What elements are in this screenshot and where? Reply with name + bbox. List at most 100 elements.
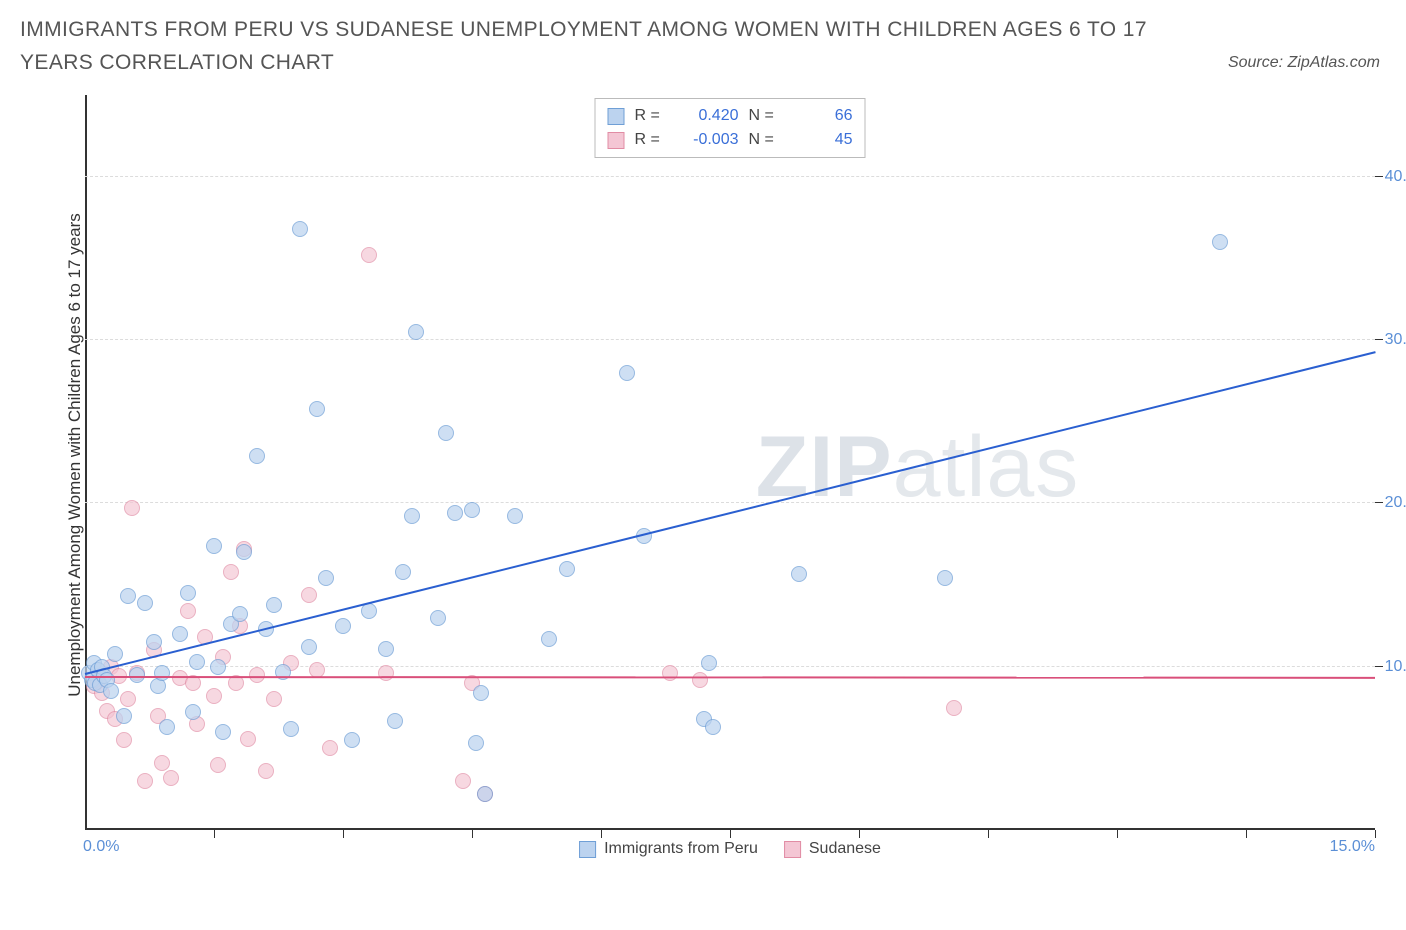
data-point: [232, 606, 248, 622]
y-axis-line: [85, 95, 87, 830]
data-point: [163, 770, 179, 786]
data-point: [180, 585, 196, 601]
n-label: N =: [749, 104, 783, 128]
data-point: [378, 641, 394, 657]
r-value: -0.003: [679, 128, 739, 152]
data-point: [266, 597, 282, 613]
r-label: R =: [635, 128, 669, 152]
y-tick-mark: [1375, 502, 1383, 503]
data-point: [309, 401, 325, 417]
data-point: [507, 508, 523, 524]
data-point: [791, 566, 807, 582]
data-point: [447, 505, 463, 521]
data-point: [172, 626, 188, 642]
source-prefix: Source:: [1228, 54, 1288, 71]
data-point: [103, 683, 119, 699]
data-point: [116, 732, 132, 748]
data-point: [430, 610, 446, 626]
data-point: [438, 425, 454, 441]
data-point: [335, 618, 351, 634]
data-point: [215, 724, 231, 740]
scatter-plot: ZIPatlas R = 0.420 N = 66 R = -0.003 N =…: [85, 95, 1375, 830]
data-point: [541, 631, 557, 647]
data-point: [318, 570, 334, 586]
swatch-sudanese: [608, 132, 625, 149]
data-point: [249, 448, 265, 464]
gridline: [85, 502, 1375, 503]
data-point: [154, 665, 170, 681]
x-tick-mark: [343, 830, 344, 838]
data-point: [468, 735, 484, 751]
data-point: [258, 763, 274, 779]
x-tick-mark: [1246, 830, 1247, 838]
data-point: [301, 587, 317, 603]
legend-row-peru: R = 0.420 N = 66: [608, 104, 853, 128]
data-point: [559, 561, 575, 577]
chart-title: IMMIGRANTS FROM PERU VS SUDANESE UNEMPLO…: [20, 14, 1170, 79]
trend-line: [85, 351, 1375, 675]
data-point: [322, 740, 338, 756]
data-point: [705, 719, 721, 735]
data-point: [477, 786, 493, 802]
data-point: [124, 500, 140, 516]
y-axis-label-container: Unemployment Among Women with Children A…: [55, 95, 85, 830]
data-point: [619, 365, 635, 381]
data-point: [266, 691, 282, 707]
data-point: [937, 570, 953, 586]
y-axis-label: Unemployment Among Women with Children A…: [65, 185, 85, 725]
data-point: [159, 719, 175, 735]
source-credit: Source: ZipAtlas.com: [1228, 54, 1380, 72]
swatch-peru: [579, 841, 596, 858]
n-value: 45: [793, 128, 853, 152]
r-value: 0.420: [679, 104, 739, 128]
data-point: [473, 685, 489, 701]
x-tick-mark: [1375, 830, 1376, 838]
data-point: [455, 773, 471, 789]
r-label: R =: [635, 104, 669, 128]
data-point: [120, 691, 136, 707]
data-point: [120, 588, 136, 604]
data-point: [692, 672, 708, 688]
data-point: [387, 713, 403, 729]
data-point: [408, 324, 424, 340]
x-tick-mark: [730, 830, 731, 838]
legend-row-sudanese: R = -0.003 N = 45: [608, 128, 853, 152]
data-point: [189, 654, 205, 670]
data-point: [137, 773, 153, 789]
data-point: [240, 731, 256, 747]
x-axis-max-label: 15.0%: [1330, 838, 1375, 856]
gridline: [85, 339, 1375, 340]
data-point: [210, 757, 226, 773]
data-point: [146, 634, 162, 650]
data-point: [283, 721, 299, 737]
data-point: [404, 508, 420, 524]
data-point: [107, 646, 123, 662]
data-point: [946, 700, 962, 716]
data-point: [236, 544, 252, 560]
x-tick-mark: [859, 830, 860, 838]
data-point: [206, 538, 222, 554]
y-tick-mark: [1375, 339, 1383, 340]
data-point: [378, 665, 394, 681]
data-point: [464, 502, 480, 518]
data-point: [154, 755, 170, 771]
y-tick-mark: [1375, 666, 1383, 667]
series-legend: Immigrants from Peru Sudanese: [579, 840, 881, 858]
x-tick-mark: [1117, 830, 1118, 838]
x-tick-mark: [988, 830, 989, 838]
y-tick-label: 30.0%: [1380, 331, 1406, 349]
data-point: [344, 732, 360, 748]
data-point: [180, 603, 196, 619]
data-point: [701, 655, 717, 671]
n-value: 66: [793, 104, 853, 128]
y-tick-mark: [1375, 176, 1383, 177]
n-label: N =: [749, 128, 783, 152]
series-name: Sudanese: [809, 840, 881, 858]
data-point: [116, 708, 132, 724]
data-point: [301, 639, 317, 655]
data-point: [137, 595, 153, 611]
data-point: [662, 665, 678, 681]
x-tick-mark: [472, 830, 473, 838]
legend-item-sudanese: Sudanese: [784, 840, 881, 858]
correlation-legend: R = 0.420 N = 66 R = -0.003 N = 45: [595, 98, 866, 158]
